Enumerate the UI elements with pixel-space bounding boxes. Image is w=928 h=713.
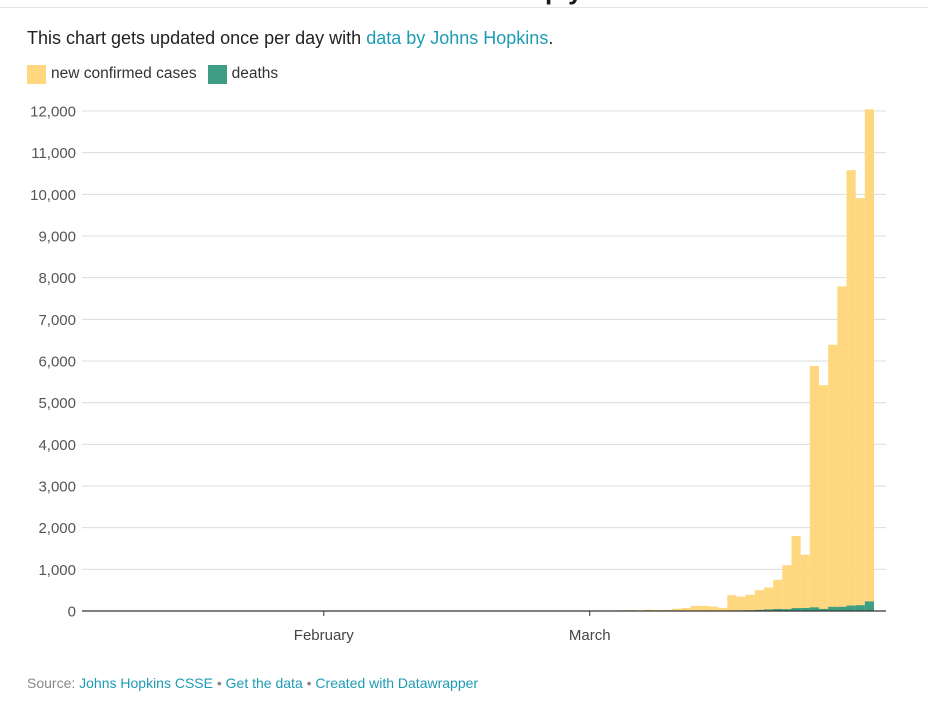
bar-cases (864, 109, 874, 611)
bar-cases (699, 605, 709, 612)
bar-deaths (837, 606, 847, 611)
legend-swatch-cases (27, 64, 46, 84)
bar-cases (837, 286, 847, 611)
bar-cases (800, 554, 810, 611)
bar-deaths (828, 606, 838, 611)
legend-label-deaths: deaths (231, 65, 279, 82)
bar-deaths (791, 608, 801, 611)
legend-label-cases: new confirmed cases (51, 65, 197, 82)
johns-hopkins-data-link[interactable]: data by Johns Hopkins (366, 28, 549, 48)
chart-title-fragment: p y (545, 0, 715, 10)
bar-cases (809, 366, 819, 611)
y-tick-label: 7,000 (38, 312, 76, 329)
y-tick-label: 10,000 (30, 187, 76, 204)
bar-deaths (763, 609, 774, 612)
bar-deaths (782, 609, 792, 612)
y-tick-label: 1,000 (38, 562, 76, 579)
bar-cases (828, 344, 838, 611)
bar-deaths (855, 605, 865, 611)
source-link[interactable]: Johns Hopkins CSSE (79, 675, 213, 691)
bar-deaths (864, 601, 874, 611)
intro-text: This chart gets updated once per day wit… (27, 28, 367, 48)
bar-cases (672, 608, 682, 611)
y-tick-label: 12,000 (30, 104, 76, 121)
y-tick-label: 4,000 (38, 437, 76, 454)
bar-cases (718, 607, 728, 612)
footer-separator: • (302, 675, 316, 691)
y-tick-label: 5,000 (38, 395, 76, 412)
bar-cases (818, 385, 829, 611)
bar-cases (663, 609, 673, 611)
bar-deaths (846, 605, 856, 611)
legend-item-deaths: deaths (207, 64, 279, 84)
bar-deaths (773, 608, 783, 611)
y-tick-label: 2,000 (38, 520, 76, 537)
x-tick-label: February (294, 627, 355, 644)
bar-cases (690, 605, 700, 612)
bar-cases (754, 590, 764, 611)
bar-cases (846, 170, 856, 612)
cases-bars (232, 109, 874, 612)
bar-cases (855, 198, 865, 611)
bar-cases (745, 594, 755, 611)
datawrapper-link[interactable]: Created with Datawrapper (315, 675, 479, 691)
get-data-link[interactable]: Get the data (225, 675, 303, 691)
y-tick-label: 9,000 (38, 229, 76, 246)
bar-deaths (800, 608, 810, 611)
bar-cases (708, 606, 719, 611)
y-tick-label: 8,000 (38, 270, 76, 287)
gridlines (82, 110, 886, 570)
legend: new confirmed cases deaths (27, 64, 289, 84)
top-divider (0, 7, 928, 8)
bar-cases (736, 596, 746, 611)
x-axis: February March (82, 610, 886, 644)
bar-cases (773, 579, 783, 611)
intro-suffix: . (548, 28, 554, 48)
legend-swatch-deaths (207, 64, 227, 84)
y-tick-label: 0 (68, 604, 76, 621)
chart-description: This chart gets updated once per day wit… (27, 28, 553, 49)
bar-cases (727, 595, 737, 611)
bar-deaths (818, 608, 829, 611)
bar-cases (782, 565, 792, 611)
source-prefix: Source: (27, 675, 80, 691)
bar-cases (681, 608, 691, 611)
footer-separator: • (212, 675, 226, 691)
y-axis-tick-labels: 0 1,000 2,000 3,000 4,000 5,000 6,000 7,000 8,00… (30, 104, 76, 621)
y-tick-label: 6,000 (38, 354, 76, 371)
legend-item-cases: new confirmed cases (27, 64, 197, 84)
bar-cases (644, 609, 654, 611)
y-tick-label: 11,000 (31, 145, 76, 162)
chart-footer: Source: Johns Hopkins CSSE • Get the dat… (27, 675, 478, 691)
bar-cases (763, 587, 774, 611)
bar-cases (791, 536, 801, 611)
y-tick-label: 3,000 (38, 479, 76, 496)
x-tick-label: March (569, 627, 611, 644)
bar-deaths (809, 607, 819, 611)
